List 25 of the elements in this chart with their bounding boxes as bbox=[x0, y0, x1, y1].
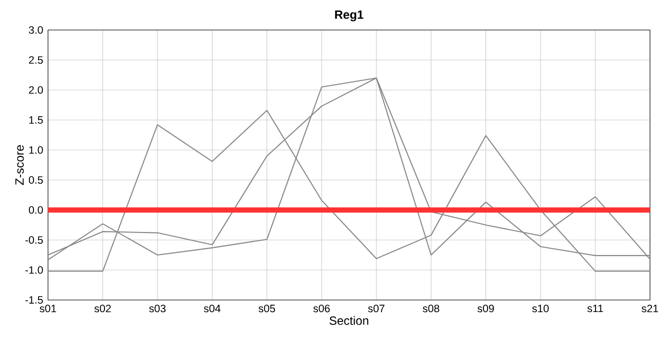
y-tick-label: 2.0 bbox=[29, 86, 43, 94]
x-tick-label: s07 bbox=[368, 304, 384, 312]
y-tick-label: 0.5 bbox=[28, 176, 43, 184]
x-tick-label: s21 bbox=[642, 304, 658, 312]
chart-title: Reg1 bbox=[335, 10, 364, 22]
y-tick-label: -1.0 bbox=[25, 266, 43, 274]
x-tick-label: s10 bbox=[532, 304, 549, 312]
x-tick-label: s06 bbox=[313, 304, 330, 312]
x-axis-title: Section bbox=[330, 316, 368, 325]
x-tick-label: s08 bbox=[422, 304, 440, 312]
x-tick-label: s02 bbox=[94, 304, 111, 312]
x-tick-label: s05 bbox=[258, 304, 276, 312]
y-axis-title: Z-score bbox=[15, 145, 24, 185]
y-tick-label: -1.5 bbox=[25, 296, 43, 304]
y-tick-label: 1.0 bbox=[29, 146, 43, 154]
x-tick-label: s03 bbox=[149, 304, 166, 312]
y-tick-label: -0.5 bbox=[25, 236, 43, 244]
y-tick-label: 3.0 bbox=[28, 26, 43, 34]
x-tick-label: s04 bbox=[204, 304, 220, 312]
x-tick-label: s11 bbox=[587, 304, 603, 312]
x-tick-label: s01 bbox=[40, 304, 56, 312]
y-tick-label: 0.0 bbox=[28, 206, 43, 214]
y-tick-label: 2.5 bbox=[29, 56, 43, 64]
x-tick-label: s09 bbox=[478, 304, 494, 312]
y-tick-label: 1.5 bbox=[29, 116, 43, 124]
